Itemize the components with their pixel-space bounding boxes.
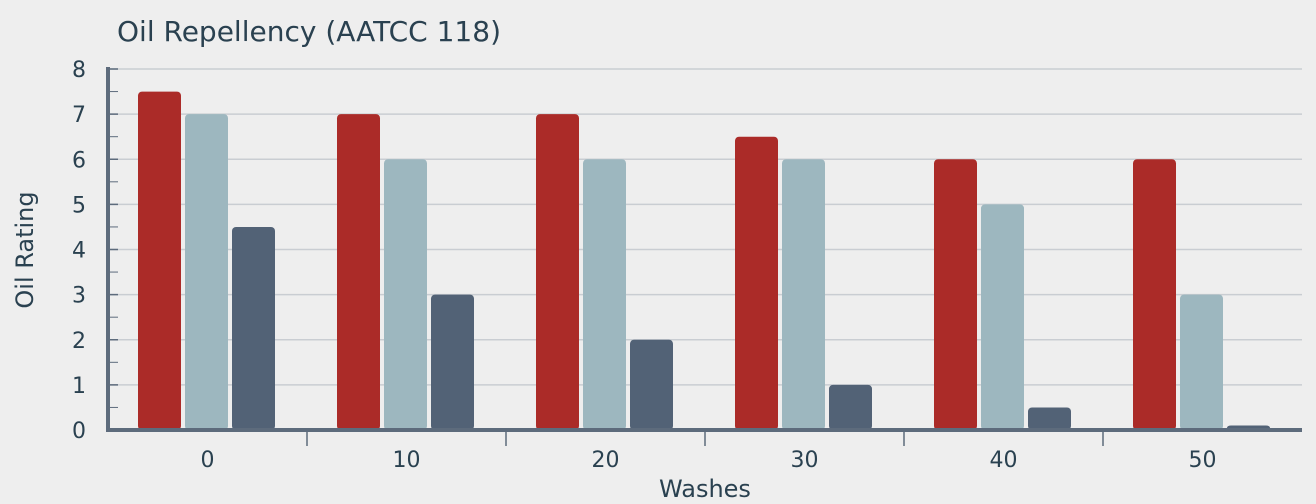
x-tick-label: 20: [592, 448, 620, 473]
y-tick-label: 4: [72, 239, 86, 264]
y-tick-label: 3: [72, 284, 86, 309]
y-tick-label: 2: [72, 329, 86, 354]
x-tick-label: 40: [990, 448, 1018, 473]
bar: [981, 204, 1024, 430]
x-tick-label: 30: [791, 448, 819, 473]
bar: [185, 114, 228, 430]
bars: [138, 91, 1270, 430]
y-tick-label: 8: [72, 58, 86, 83]
axes: [106, 67, 1302, 446]
bar: [735, 136, 778, 430]
y-tick-label: 1: [72, 374, 86, 399]
bar: [1180, 294, 1223, 430]
bar: [630, 339, 673, 430]
y-tick-label: 5: [72, 193, 86, 218]
bar: [232, 226, 275, 430]
tick-labels: 0 1 2 3 4 5 6 7 8 0 10 20 30 40 50: [72, 58, 1217, 473]
y-axis-label: Oil Rating: [11, 191, 39, 308]
bar: [583, 159, 626, 430]
y-tick-label: 0: [72, 419, 86, 444]
x-tick-label: 10: [393, 448, 421, 473]
x-axis-label: Washes: [659, 475, 751, 503]
x-tick-label: 50: [1189, 448, 1217, 473]
bar: [384, 159, 427, 430]
y-tick-label: 7: [72, 103, 86, 128]
bar: [536, 114, 579, 430]
bar: [782, 159, 825, 430]
bar: [829, 384, 872, 430]
bar: [1133, 159, 1176, 430]
bar: [431, 294, 474, 430]
chart-title: Oil Repellency (AATCC 118): [117, 15, 501, 48]
bar: [1028, 407, 1071, 430]
bar: [138, 91, 181, 430]
x-tick-label: 0: [201, 448, 215, 473]
bar: [934, 159, 977, 430]
gridlines: [108, 68, 1302, 386]
bar: [337, 114, 380, 430]
y-tick-label: 6: [72, 148, 86, 173]
